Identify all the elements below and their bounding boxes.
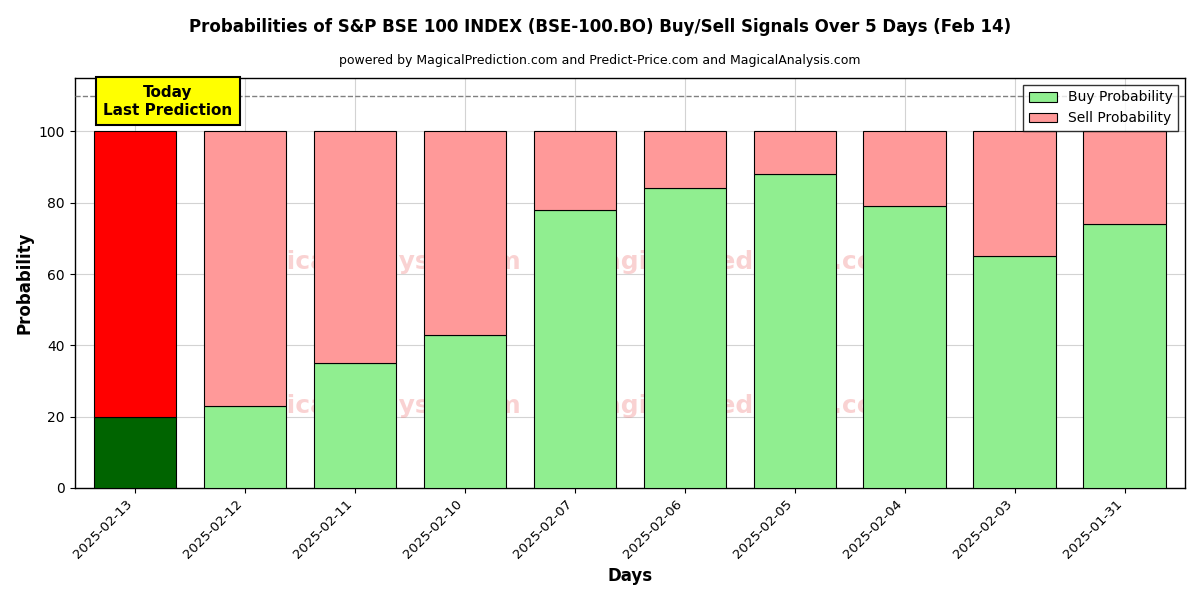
Bar (313, 363, 396, 488)
Bar (1084, 224, 1165, 488)
Legend: Buy Probability, Sell Probability: Buy Probability, Sell Probability (1024, 85, 1178, 131)
Text: MagicalPrediction.com: MagicalPrediction.com (581, 394, 901, 418)
Bar (204, 406, 287, 488)
Bar (864, 131, 946, 206)
Bar (973, 131, 1056, 256)
Bar (313, 131, 396, 363)
Text: Today
Last Prediction: Today Last Prediction (103, 85, 233, 118)
Text: Probabilities of S&P BSE 100 INDEX (BSE-100.BO) Buy/Sell Signals Over 5 Days (Fe: Probabilities of S&P BSE 100 INDEX (BSE-… (188, 18, 1012, 36)
Bar (94, 416, 176, 488)
Text: MagicalAnalysis.com: MagicalAnalysis.com (228, 250, 521, 274)
Bar (1084, 131, 1165, 224)
Bar (94, 131, 176, 416)
Text: MagicalPrediction.com: MagicalPrediction.com (581, 250, 901, 274)
Bar (643, 131, 726, 188)
Bar (754, 131, 836, 174)
X-axis label: Days: Days (607, 567, 653, 585)
Bar (973, 256, 1056, 488)
Bar (534, 210, 616, 488)
Text: powered by MagicalPrediction.com and Predict-Price.com and MagicalAnalysis.com: powered by MagicalPrediction.com and Pre… (340, 54, 860, 67)
Bar (643, 188, 726, 488)
Bar (754, 174, 836, 488)
Bar (864, 206, 946, 488)
Bar (204, 131, 287, 406)
Bar (534, 131, 616, 210)
Bar (424, 131, 506, 335)
Text: MagicalAnalysis.com: MagicalAnalysis.com (228, 394, 521, 418)
Y-axis label: Probability: Probability (16, 232, 34, 334)
Bar (424, 335, 506, 488)
